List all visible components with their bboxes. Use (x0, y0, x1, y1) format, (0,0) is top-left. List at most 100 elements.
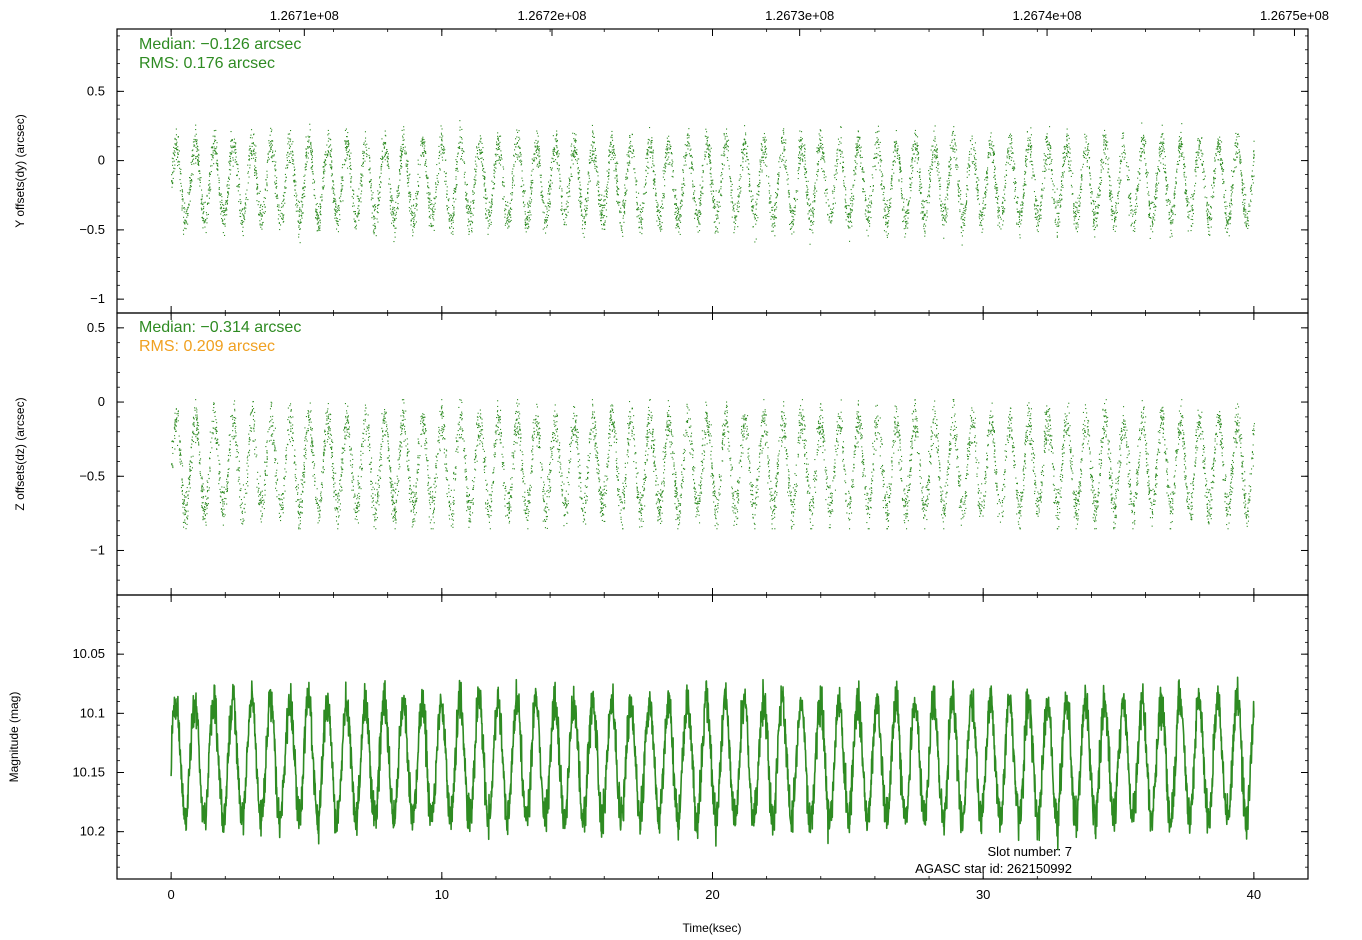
dy-data-point (361, 185, 363, 187)
dy-data-point (391, 222, 393, 224)
dy-data-point (197, 159, 199, 161)
dy-data-point (1036, 216, 1038, 218)
dy-data-point (213, 150, 215, 152)
dy-data-point (1161, 124, 1163, 126)
dy-data-point (1049, 157, 1051, 159)
dy-data-point (1009, 156, 1011, 158)
dy-data-point (986, 179, 988, 181)
dy-data-point (331, 160, 333, 162)
dy-data-point (292, 154, 294, 156)
dy-data-point (787, 183, 789, 185)
dy-data-point (755, 204, 757, 206)
dy-data-point (335, 200, 337, 202)
dy-data-point (430, 200, 432, 202)
dy-data-point (400, 163, 402, 165)
dy-data-point (531, 182, 533, 184)
dy-data-point (481, 157, 483, 159)
dy-data-point (536, 148, 538, 150)
dy-data-point (647, 161, 649, 163)
dy-data-point (698, 209, 700, 211)
dy-data-point (1233, 159, 1235, 161)
dy-data-point (1066, 155, 1068, 157)
dy-data-point (651, 166, 653, 168)
dy-data-point (365, 146, 367, 148)
dy-data-point (202, 220, 204, 222)
dy-data-point (948, 172, 950, 174)
dy-data-point (1013, 181, 1015, 183)
dy-data-point (849, 240, 851, 242)
dy-data-point (657, 210, 659, 212)
dy-data-point (1150, 217, 1152, 219)
dy-data-point (1245, 226, 1247, 228)
dy-data-point (1148, 204, 1150, 206)
dy-data-point (1134, 230, 1136, 232)
dy-data-point (1223, 182, 1225, 184)
dy-data-point (939, 194, 941, 196)
dy-data-point (1221, 167, 1223, 169)
dy-data-point (774, 215, 776, 217)
dy-data-point (1098, 194, 1100, 196)
dy-data-point (664, 163, 666, 165)
dy-data-point (639, 211, 641, 213)
dy-data-point (627, 170, 629, 172)
dy-data-point (475, 179, 477, 181)
dy-data-point (379, 191, 381, 193)
dy-data-point (682, 191, 684, 193)
dy-data-point (283, 192, 285, 194)
dy-data-point (337, 207, 339, 209)
dy-data-point (692, 180, 694, 182)
dy-data-point (867, 218, 869, 220)
dy-data-point (254, 165, 256, 167)
dy-data-point (663, 197, 665, 199)
dy-data-point (1253, 151, 1255, 153)
dy-data-point (1149, 202, 1151, 204)
dy-data-point (877, 125, 879, 127)
dy-data-point (296, 206, 298, 208)
dy-data-point (215, 152, 217, 154)
dy-data-point (174, 151, 176, 153)
dy-data-point (1133, 222, 1135, 224)
dy-data-point (872, 185, 874, 187)
dy-data-point (338, 205, 340, 207)
dy-data-point (736, 208, 738, 210)
dy-data-point (720, 188, 722, 190)
dy-data-point (413, 223, 415, 225)
dy-data-point (254, 154, 256, 156)
dy-data-point (441, 149, 443, 151)
dy-data-point (624, 195, 626, 197)
dy-data-point (1136, 196, 1138, 198)
dy-data-point (964, 217, 966, 219)
dy-data-point (221, 218, 223, 220)
dy-data-point (292, 154, 294, 156)
dy-data-point (987, 169, 989, 171)
dy-data-point (201, 201, 203, 203)
dy-data-point (472, 190, 474, 192)
dy-data-point (1115, 225, 1117, 227)
dy-data-point (308, 146, 310, 148)
dy-data-point (1093, 203, 1095, 205)
dy-data-point (423, 139, 425, 141)
dy-data-point (668, 156, 670, 158)
dy-data-point (717, 231, 719, 233)
dy-data-point (596, 166, 598, 168)
dy-data-point (1151, 221, 1153, 223)
dy-data-point (1186, 204, 1188, 206)
dy-data-point (1059, 198, 1061, 200)
dy-data-point (879, 165, 881, 167)
dy-data-point (667, 152, 669, 154)
dy-data-point (561, 190, 563, 192)
dy-data-point (1120, 179, 1122, 181)
dy-data-point (774, 204, 776, 206)
dy-data-point (443, 147, 445, 149)
dy-data-point (346, 151, 348, 153)
dy-data-point (869, 204, 871, 206)
dy-data-point (850, 210, 852, 212)
dy-data-point (188, 204, 190, 206)
dy-data-point (1148, 191, 1150, 193)
dy-data-point (1013, 197, 1015, 199)
dy-data-point (604, 215, 606, 217)
dy-data-point (350, 181, 352, 183)
dy-data-point (674, 213, 676, 215)
dy-data-point (783, 148, 785, 150)
dy-data-point (1021, 211, 1023, 213)
